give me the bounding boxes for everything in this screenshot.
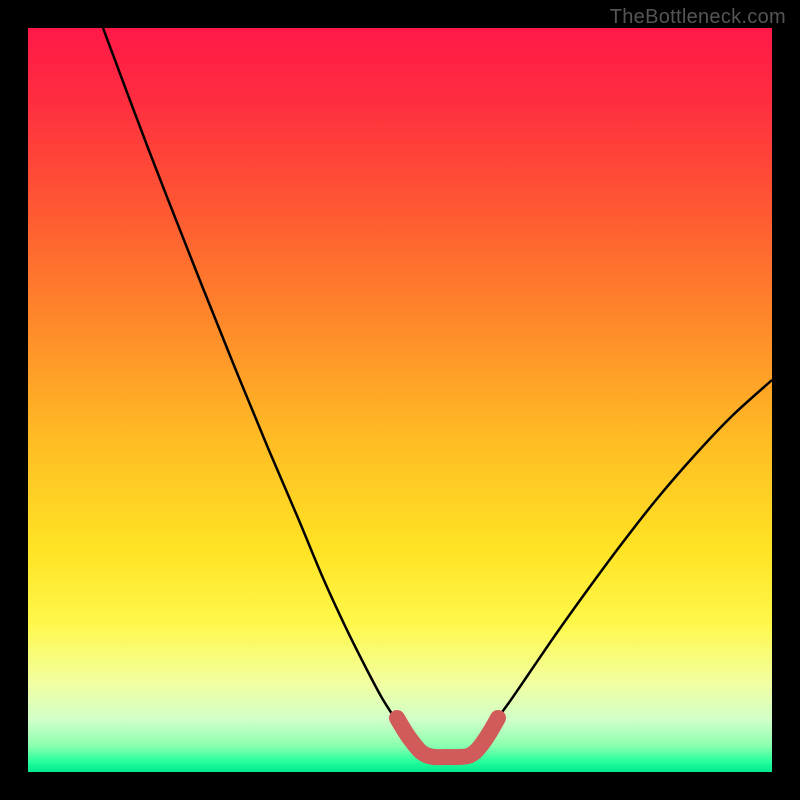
watermark-text: TheBottleneck.com — [610, 6, 786, 29]
curve-layer — [28, 28, 772, 772]
left-curve — [103, 28, 414, 746]
trough-highlight — [397, 718, 498, 757]
right-curve — [476, 380, 772, 746]
plot-area — [28, 28, 772, 772]
